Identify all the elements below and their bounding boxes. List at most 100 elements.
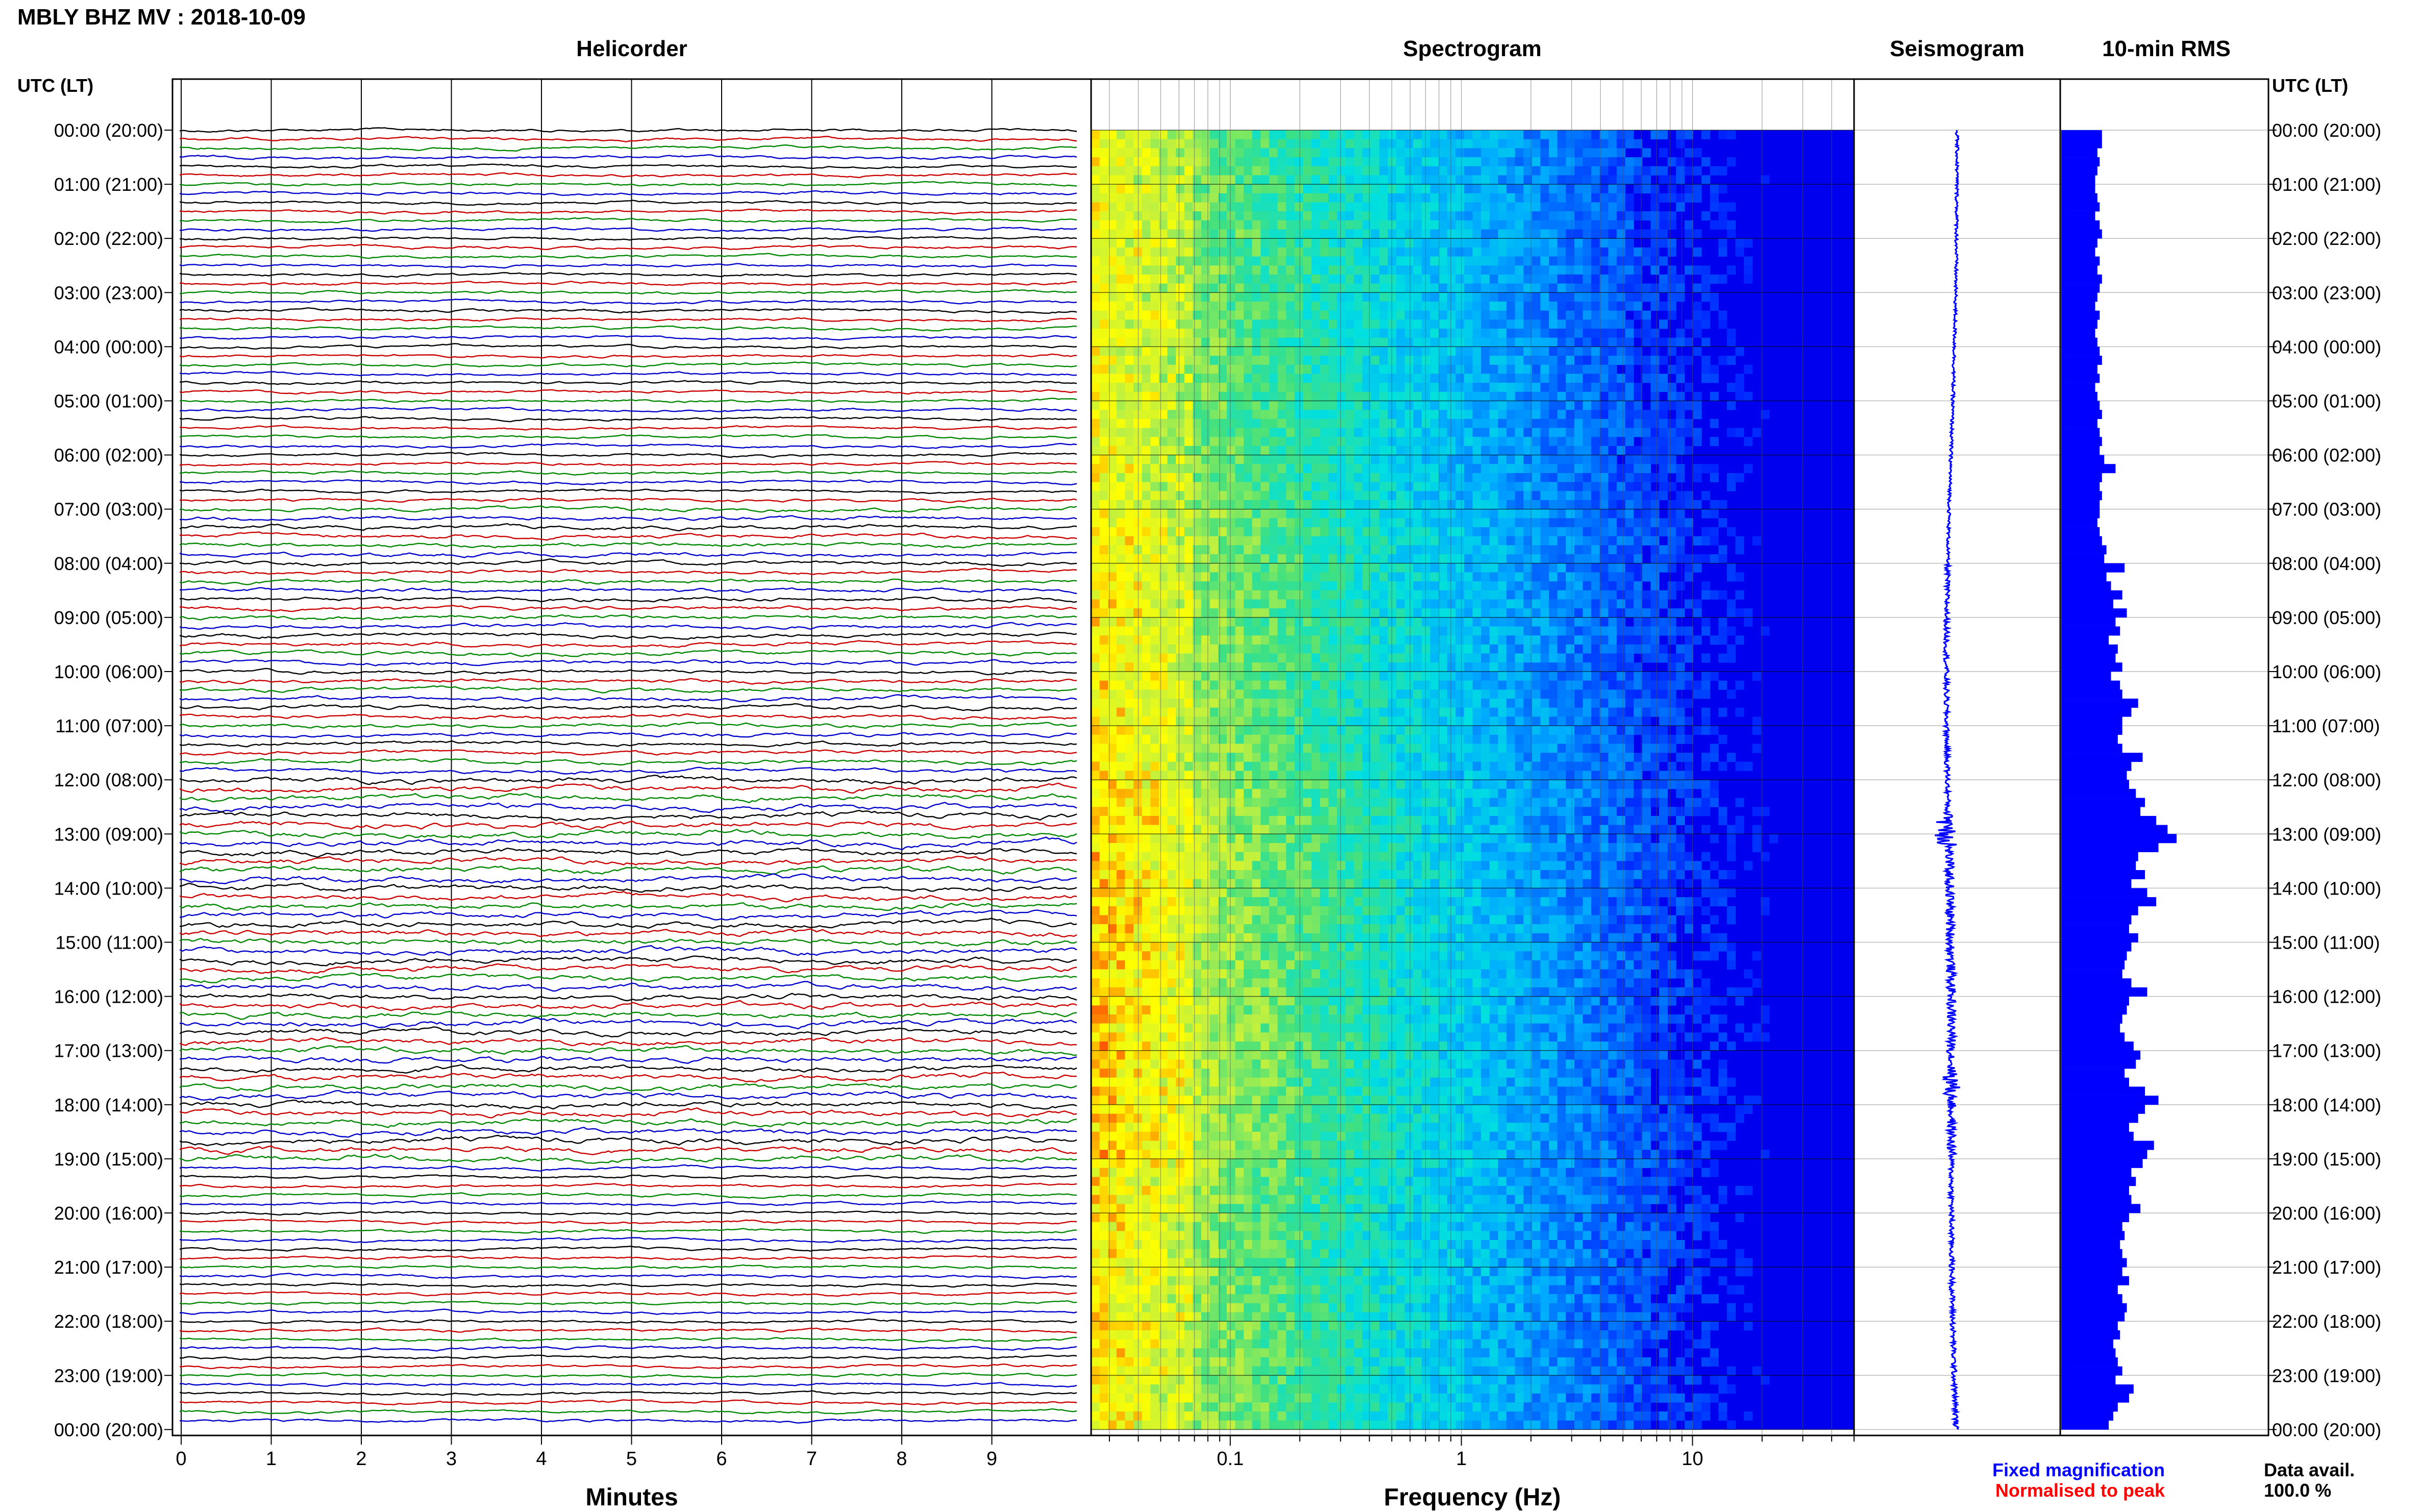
spectrogram-cell [1625, 473, 1634, 483]
spectrogram-cell [1523, 401, 1533, 410]
spectrogram-cell [1345, 518, 1354, 528]
spectrogram-cell [1557, 726, 1566, 735]
spectrogram-cell [1439, 310, 1448, 320]
spectrogram-cell [1362, 644, 1371, 654]
spectrogram-cell [1430, 608, 1439, 618]
spectrogram-cell [1218, 256, 1227, 266]
spectrogram-cell [1701, 672, 1711, 681]
spectrogram-cell [1557, 148, 1566, 158]
spectrogram-cell [1659, 211, 1668, 221]
spectrogram-cell [1261, 418, 1270, 428]
spectrogram-cell [1489, 608, 1498, 618]
spectrogram-cell [1726, 220, 1736, 230]
spectrogram-cell [1371, 545, 1380, 555]
spectrogram-cell [1540, 599, 1549, 609]
spectrogram-cell [1125, 536, 1134, 546]
spectrogram-cell [1634, 445, 1643, 455]
spectrogram-cell [1176, 401, 1185, 410]
spectrogram-cell [1337, 337, 1346, 347]
spectrogram-cell [1371, 130, 1380, 140]
spectrogram-cell [1158, 383, 1168, 392]
spectrogram-cell [1676, 364, 1685, 374]
spectrogram-cell [1311, 274, 1321, 284]
spectrogram-cell [1311, 734, 1321, 744]
spectrogram-cell [1667, 175, 1676, 185]
spectrogram-cell [1489, 644, 1498, 654]
spectrogram-cell [1404, 302, 1414, 311]
spectrogram-cell [1269, 319, 1278, 329]
spectrogram-cell [1201, 374, 1211, 383]
spectrogram-cell [1277, 130, 1287, 140]
spectrogram-cell [1608, 265, 1617, 275]
spectrogram-cell [1557, 211, 1566, 221]
spectrogram-cell [1481, 148, 1490, 158]
spectrogram-cell [1235, 374, 1244, 383]
spectrogram-cell [1608, 599, 1617, 609]
spectrogram-cell [1693, 193, 1702, 203]
spectrogram-cell [1158, 401, 1168, 410]
spectrogram-cell [1091, 283, 1100, 293]
spectrogram-cell [1328, 662, 1338, 672]
spectrogram-cell [1726, 482, 1736, 491]
spectrogram-cell [1388, 518, 1397, 528]
spectrogram-cell [1498, 554, 1507, 564]
spectrogram-cell [1176, 202, 1185, 212]
spectrogram-cell [1608, 527, 1617, 537]
spectrogram-cell [1684, 220, 1693, 230]
spectrogram-cell [1625, 599, 1634, 609]
spectrogram-cell [1464, 364, 1473, 374]
spectrogram-cell [1311, 193, 1321, 203]
spectrogram-cell [1498, 256, 1507, 266]
spectrogram-cell [1413, 274, 1422, 284]
spectrogram-cell [1158, 374, 1168, 383]
spectrogram-cell [1489, 590, 1498, 600]
spectrogram-cell [1345, 401, 1354, 410]
spectrogram-cell [1150, 699, 1159, 708]
spectrogram-cell [1320, 672, 1329, 681]
spectrogram-cell [1591, 590, 1600, 600]
spectrogram-cell [1498, 599, 1507, 609]
spectrogram-cell [1345, 337, 1354, 347]
spectrogram-cell [1133, 401, 1143, 410]
spectrogram-cell [1532, 572, 1541, 582]
spectrogram-cell [1116, 428, 1125, 437]
spectrogram-cell [1464, 726, 1473, 735]
spectrogram-cell [1464, 464, 1473, 474]
spectrogram-cell [1371, 220, 1380, 230]
spectrogram-cell [1744, 256, 1753, 266]
spectrogram-cell [1193, 527, 1202, 537]
spectrogram-cell [1574, 346, 1583, 356]
spectrogram-cell [1447, 473, 1456, 483]
spectrogram-cell [1277, 292, 1287, 302]
spectrogram-cell [1116, 418, 1125, 428]
spectrogram-cell [1277, 653, 1287, 663]
spectrogram-cell [1574, 148, 1583, 158]
spectrogram-cell [1388, 148, 1397, 158]
spectrogram-cell [1091, 699, 1100, 708]
spectrogram-cell [1244, 193, 1253, 203]
spectrogram-cell [1353, 563, 1363, 573]
spectrogram-cell [1176, 184, 1185, 194]
spectrogram-cell [1379, 491, 1388, 501]
spectrogram-cell [1549, 184, 1558, 194]
spectrogram-cell [1591, 383, 1600, 392]
spectrogram-cell [1574, 374, 1583, 383]
spectrogram-cell [1362, 699, 1371, 708]
spectrogram-cell [1311, 175, 1321, 185]
spectrogram-cell [1294, 726, 1303, 735]
spectrogram-cell [1404, 292, 1414, 302]
spectrogram-cell [1735, 608, 1744, 618]
spectrogram-cell [1421, 401, 1430, 410]
spectrogram-cell [1421, 554, 1430, 564]
spectrogram-cell [1506, 157, 1516, 167]
spectrogram-cell [1489, 653, 1498, 663]
spectrogram-cell [1481, 445, 1490, 455]
spectrogram-cell [1371, 383, 1380, 392]
spectrogram-cell [1353, 518, 1363, 528]
spectrogram-cell [1261, 247, 1270, 257]
spectrogram-cell [1701, 536, 1711, 546]
spectrogram-cell [1464, 482, 1473, 491]
spectrogram-cell [1523, 265, 1533, 275]
spectrogram-cell [1455, 337, 1465, 347]
spectrogram-cell [1650, 581, 1660, 591]
